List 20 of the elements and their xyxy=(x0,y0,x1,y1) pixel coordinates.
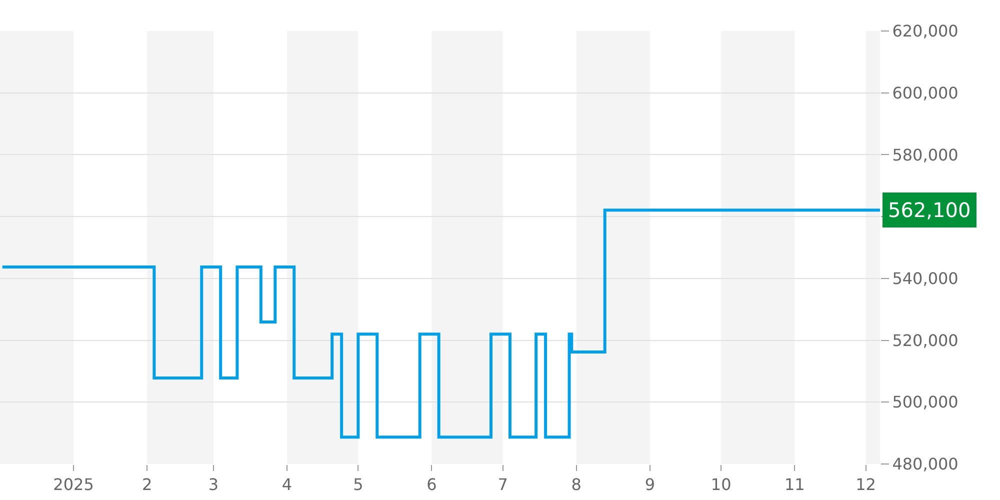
y-tick-label: 600,000 xyxy=(892,83,958,102)
x-tick-label: 7 xyxy=(498,475,508,494)
x-tick-label: 5 xyxy=(353,475,364,494)
x-tick-label: 8 xyxy=(571,475,582,494)
y-tick-label: 620,000 xyxy=(892,22,958,41)
x-tick-label: 11 xyxy=(784,475,805,494)
x-tick-label: 12 xyxy=(856,475,876,494)
y-tick-label: 580,000 xyxy=(892,145,958,164)
x-tick-label: 4 xyxy=(282,475,292,494)
x-tick-label: 2 xyxy=(142,475,152,494)
x-tick-label: 3 xyxy=(208,475,219,494)
x-tick-label: 2025 xyxy=(53,475,94,494)
y-tick-label: 480,000 xyxy=(892,454,958,474)
annotation: 562,100 xyxy=(888,198,971,222)
x-tick-label: 6 xyxy=(426,475,437,494)
y-tick-label: 540,000 xyxy=(892,269,958,288)
x-tick-label: 10 xyxy=(710,475,732,494)
x-tick-label: 9 xyxy=(644,475,656,494)
y-tick-label: 500,000 xyxy=(892,392,958,412)
y-tick-label: 520,000 xyxy=(892,330,958,350)
